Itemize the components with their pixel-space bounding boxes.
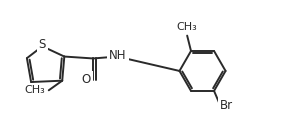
Text: CH₃: CH₃ (24, 85, 45, 95)
Text: NH: NH (109, 49, 127, 62)
Text: CH₃: CH₃ (177, 22, 198, 32)
Text: Br: Br (220, 99, 233, 112)
Text: S: S (39, 38, 46, 51)
Text: O: O (82, 73, 91, 86)
